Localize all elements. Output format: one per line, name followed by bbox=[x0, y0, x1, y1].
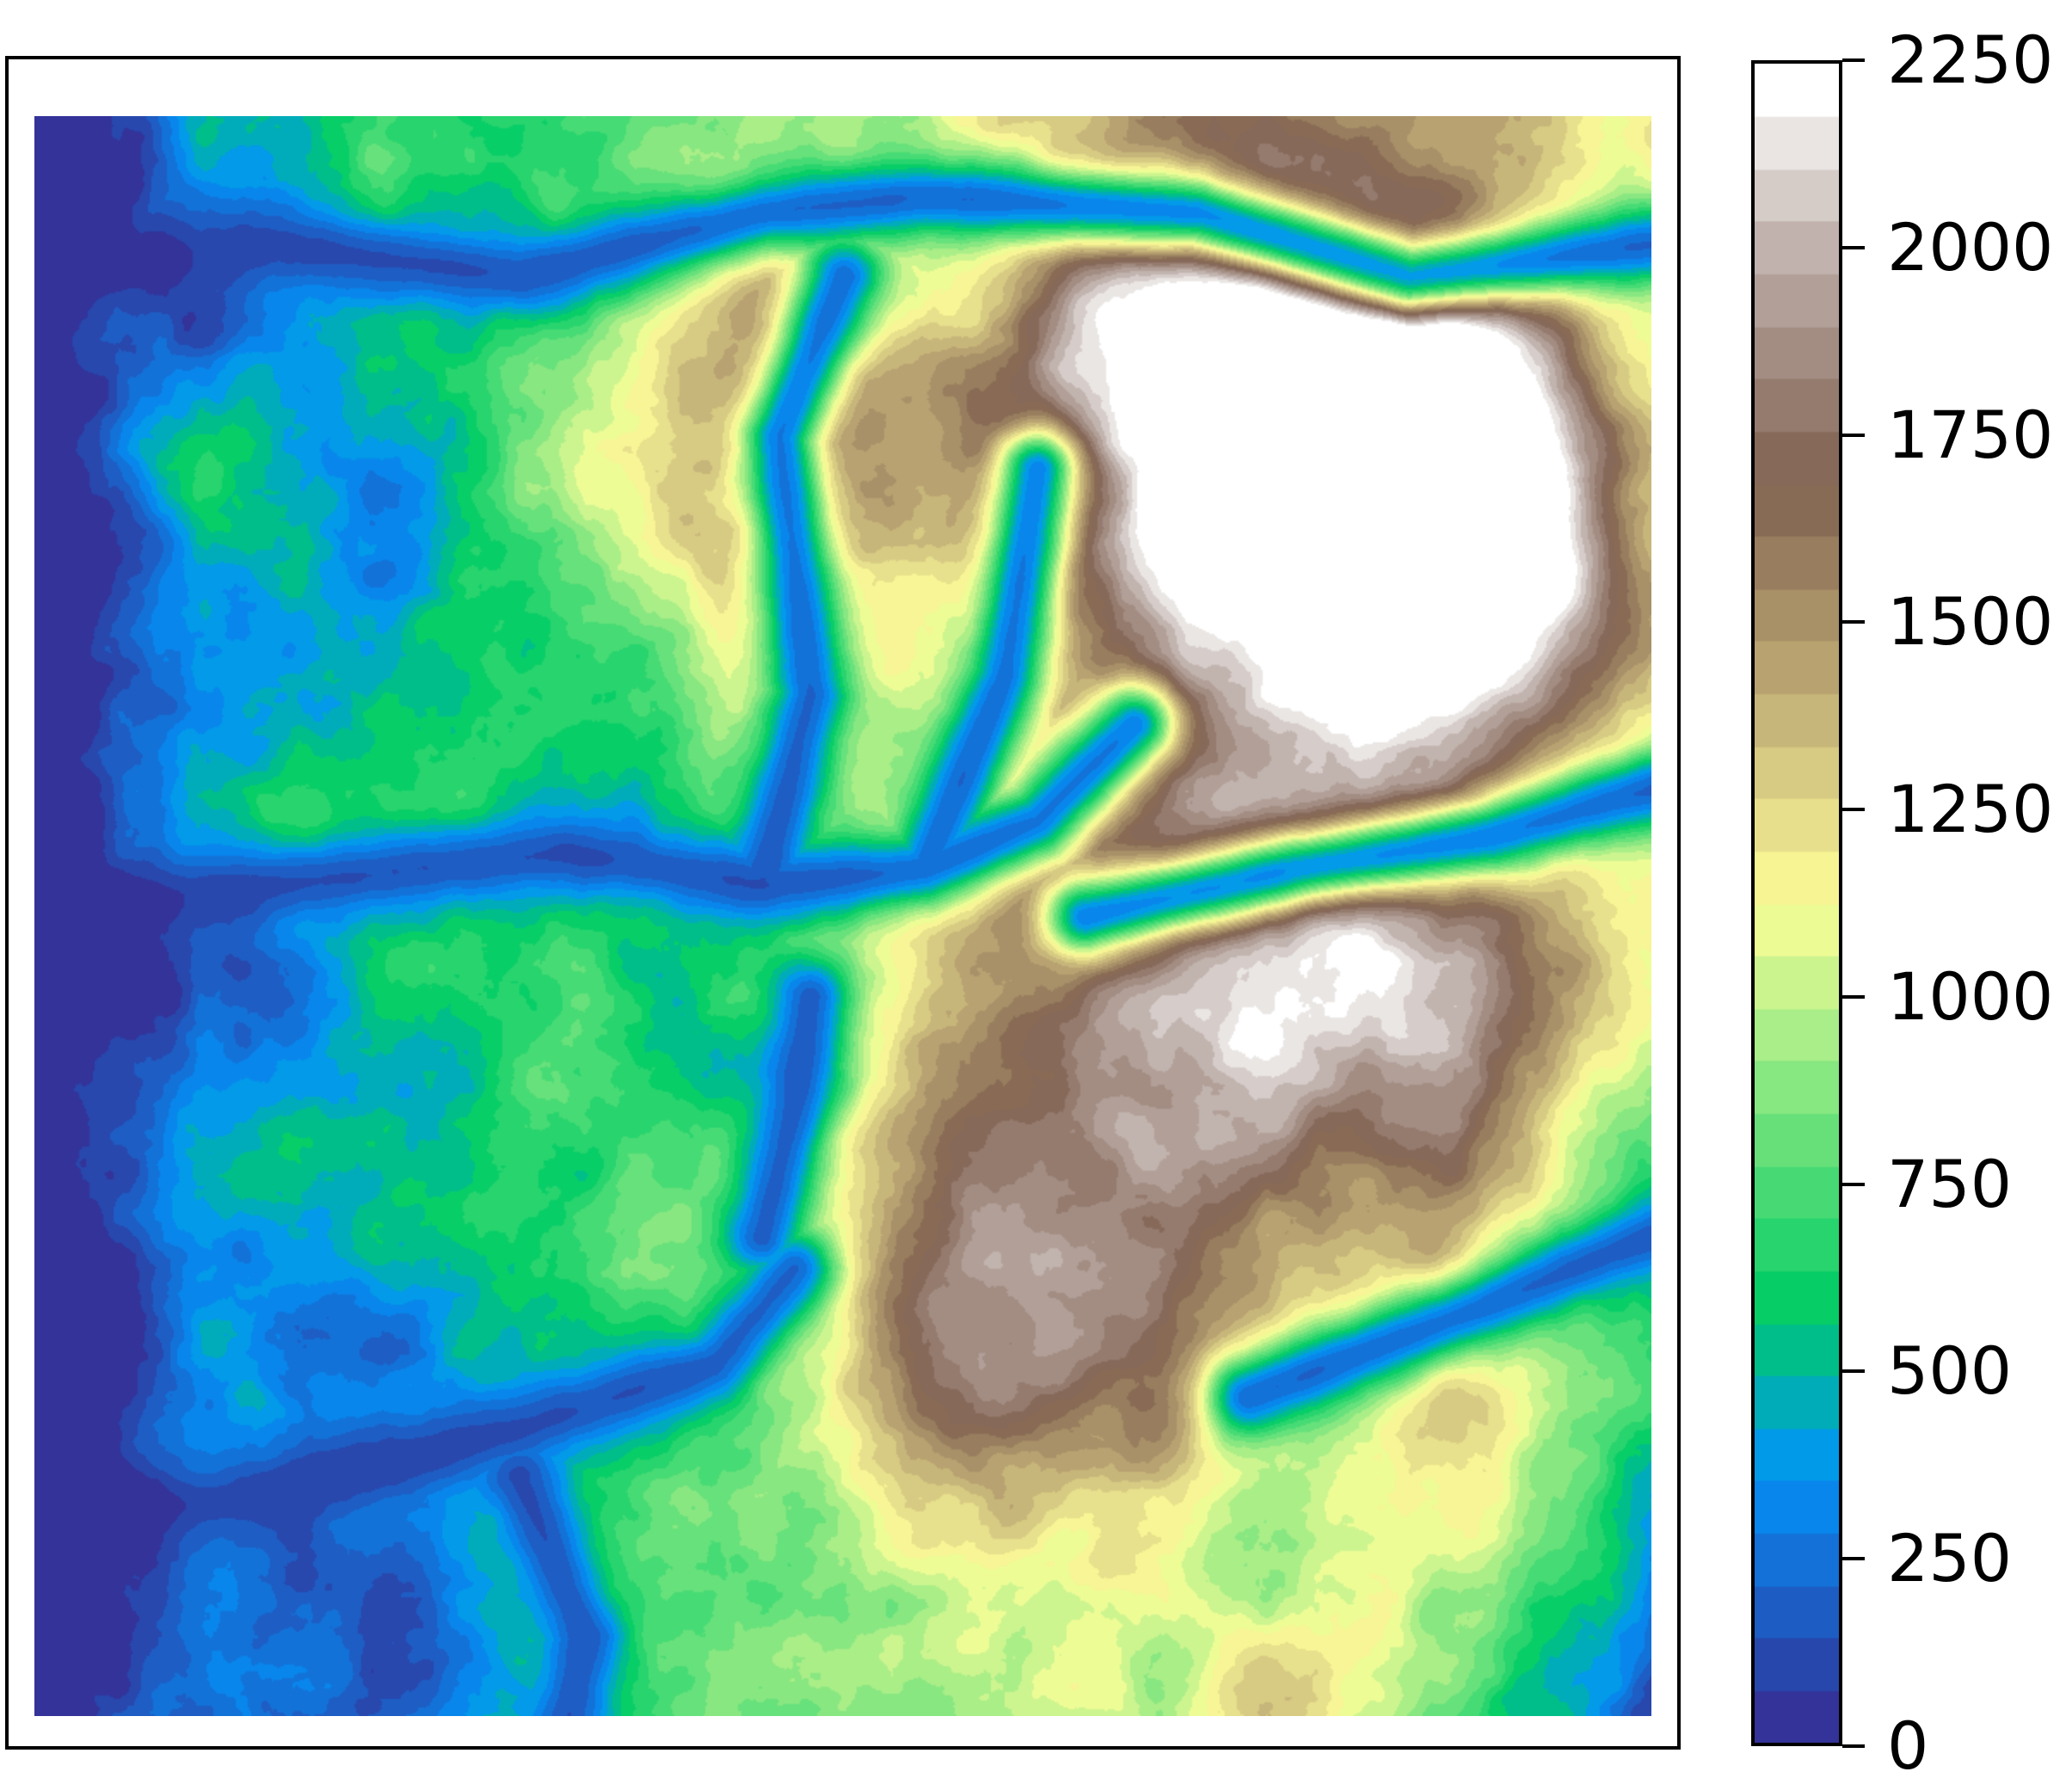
colorbar bbox=[1751, 60, 1842, 1746]
colorbar-tick bbox=[1842, 1182, 1865, 1186]
colorbar-tick bbox=[1842, 994, 1865, 999]
colorbar-tick-label: 1000 bbox=[1887, 957, 2054, 1035]
colorbar-tick bbox=[1842, 1369, 1865, 1374]
colorbar-tick-label: 2250 bbox=[1887, 22, 2054, 98]
colorbar-tick bbox=[1842, 1557, 1865, 1561]
colorbar-tick bbox=[1842, 245, 1865, 249]
colorbar-tick bbox=[1842, 433, 1865, 437]
colorbar-tick-label: 1750 bbox=[1887, 396, 2054, 473]
colorbar-tick-label: 500 bbox=[1887, 1332, 2013, 1410]
colorbar-tick bbox=[1842, 808, 1865, 812]
elevation-map bbox=[34, 116, 1651, 1716]
colorbar-tick-label: 750 bbox=[1887, 1145, 2013, 1222]
colorbar-tick bbox=[1842, 1744, 1865, 1748]
colorbar-tick-label: 1250 bbox=[1887, 771, 2054, 848]
colorbar-tick-label: 250 bbox=[1887, 1520, 2013, 1597]
colorbar-tick-label: 2000 bbox=[1887, 208, 2054, 286]
colorbar-tick-label: 1500 bbox=[1887, 583, 2054, 661]
colorbar-tick bbox=[1842, 620, 1865, 624]
colorbar-tick-label: 0 bbox=[1887, 1707, 1929, 1784]
colorbar-tick bbox=[1842, 58, 1865, 62]
